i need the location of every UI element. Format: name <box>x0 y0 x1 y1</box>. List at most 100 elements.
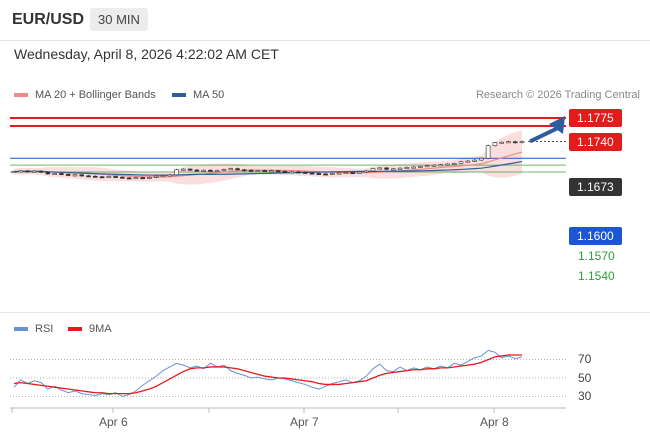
candle-body <box>316 173 322 175</box>
candle-body <box>187 168 193 171</box>
legend-swatch-rsi <box>14 327 28 331</box>
legend-swatch-9ma <box>68 327 82 331</box>
level-label-support-1: 1.1570 <box>578 249 615 263</box>
candle-body <box>147 177 152 179</box>
chart-timestamp: Wednesday, April 8, 2026 4:22:02 AM CET <box>14 46 279 62</box>
candle-body <box>512 141 518 144</box>
candle-body <box>113 176 118 178</box>
candle-body <box>181 168 186 171</box>
chart-header: EUR/USD 30 MIN <box>0 0 650 41</box>
candle-body <box>174 169 179 176</box>
level-tag-resistance-1: 1.1775 <box>569 109 622 127</box>
legend-rsi: RSI <box>14 323 53 335</box>
candle-body <box>140 177 145 180</box>
candle-body <box>411 166 416 169</box>
candle-body <box>404 167 410 169</box>
candle-body <box>167 174 173 177</box>
candle-body <box>248 169 254 172</box>
date-label-apr6: Apr 6 <box>99 415 128 429</box>
candle-body <box>153 175 159 178</box>
projection-arrow <box>529 116 565 144</box>
candle-body <box>133 177 139 180</box>
candle-body <box>357 171 362 174</box>
candle-body <box>52 173 57 175</box>
candle-body <box>377 167 383 170</box>
rsi-series-rsi <box>13 349 523 397</box>
candle-body <box>38 170 44 173</box>
projection-arrow-head <box>549 116 565 134</box>
candle-body <box>275 170 281 173</box>
candle-body <box>302 171 308 174</box>
rsi-pane <box>10 349 566 397</box>
candle-body <box>296 171 301 174</box>
rsi-series-9ma <box>13 354 522 395</box>
candle-body <box>309 172 315 175</box>
candle-body <box>424 165 430 168</box>
candle-body <box>458 161 464 164</box>
candles-layer <box>11 140 525 180</box>
candle-body <box>472 159 477 162</box>
candle-body <box>72 174 78 177</box>
level-tag-pivot: 1.1600 <box>569 227 622 245</box>
research-credit: Research © 2026 Trading Central <box>475 89 640 101</box>
candle-body <box>160 175 166 178</box>
candle-body <box>262 170 267 172</box>
candle-body <box>86 175 91 178</box>
level-label-support-2: 1.1540 <box>578 269 615 283</box>
candle-body <box>479 157 484 161</box>
timeframe-badge[interactable]: 30 MIN <box>90 8 148 31</box>
candle-body <box>350 172 355 175</box>
moving-average-layer <box>13 151 523 178</box>
candle-body <box>397 167 403 170</box>
legend-ma50: MA 50 <box>172 89 224 101</box>
legend-label-rsi: RSI <box>35 323 54 335</box>
legend-swatch-ma50 <box>172 93 186 97</box>
candle-body <box>221 168 227 171</box>
rsi-tick-50: 50 <box>578 371 592 385</box>
candle-body <box>99 176 105 179</box>
candle-body <box>330 173 335 175</box>
ma50-line <box>13 161 523 176</box>
candle-body <box>519 141 525 143</box>
candle-body <box>370 168 376 172</box>
candle-body <box>485 145 491 159</box>
candle-body <box>79 174 85 177</box>
candle-body <box>120 176 125 179</box>
candle-body <box>506 141 511 144</box>
candle-body <box>363 170 369 173</box>
candle-body <box>126 177 132 180</box>
candle-body <box>45 171 51 175</box>
candle-body <box>465 160 471 163</box>
legend-9ma: 9MA <box>68 323 112 335</box>
candle-body <box>418 166 423 168</box>
level-tag-last-price: 1.1673 <box>569 178 622 196</box>
legend-label-9ma: 9MA <box>89 323 112 335</box>
candle-body <box>323 173 328 176</box>
candle-body <box>343 172 349 175</box>
candle-body <box>208 169 213 172</box>
candle-body <box>11 171 17 174</box>
candle-body <box>391 168 396 171</box>
legend-label-ma50: MA 50 <box>193 89 225 101</box>
rsi-tick-70: 70 <box>578 352 592 366</box>
symbol-title: EUR/USD <box>12 11 85 28</box>
candle-body <box>269 170 274 173</box>
candle-body <box>241 169 247 172</box>
candle-body <box>431 164 437 167</box>
legend-label-ma20: MA 20 + Bollinger Bands <box>35 89 156 101</box>
candle-body <box>445 163 450 166</box>
date-label-apr8: Apr 8 <box>480 415 509 429</box>
candle-body <box>235 168 240 171</box>
candle-body <box>451 163 457 165</box>
candle-body <box>59 173 64 175</box>
candle-body <box>18 170 24 173</box>
candle-body <box>255 170 261 172</box>
legend-ma20-bollinger: MA 20 + Bollinger Bands <box>14 89 156 101</box>
candle-body <box>438 164 444 167</box>
candle-body <box>384 167 389 170</box>
candle-body <box>492 142 498 146</box>
candle-body <box>65 174 71 176</box>
projection-arrow-shaft <box>529 126 559 144</box>
candle-body <box>214 170 220 172</box>
